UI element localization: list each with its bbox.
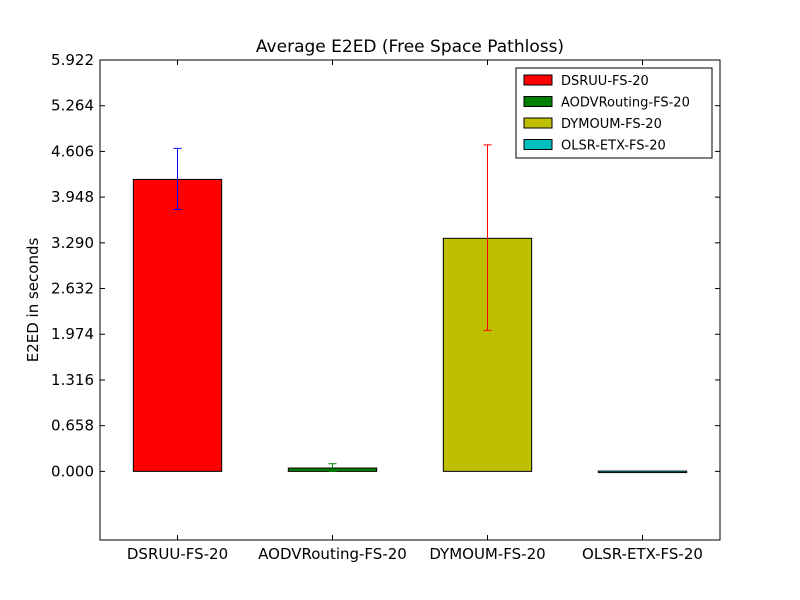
legend-swatch — [523, 139, 553, 150]
legend-swatch — [523, 74, 553, 86]
legend-entry: DYMOUM-FS-20 — [561, 117, 662, 132]
y-tick-label: 0.658 — [51, 417, 94, 435]
x-tick-label: AODVRouting-FS-20 — [258, 545, 407, 563]
legend-entry: OLSR-ETX-FS-20 — [561, 139, 666, 154]
x-tick-label: DSRUU-FS-20 — [127, 545, 228, 563]
bar-olsr-etx-fs-20 — [597, 470, 688, 474]
x-tick-label: DYMOUM-FS-20 — [429, 545, 545, 563]
y-tick-label: 0.000 — [51, 462, 94, 480]
y-axis-label: E2ED in seconds — [24, 238, 42, 363]
y-tick-label: 2.632 — [51, 280, 94, 298]
y-tick-label: 3.948 — [51, 188, 94, 206]
y-tick-label: 1.316 — [51, 371, 94, 389]
y-tick-label: 5.922 — [51, 51, 94, 69]
y-tick-label: 5.264 — [51, 97, 94, 115]
legend-entry: DSRUU-FS-20 — [561, 74, 649, 89]
plot-frame — [99, 59, 721, 541]
legend-entry: AODVRouting-FS-20 — [561, 96, 690, 111]
bar-dsruu-fs-20 — [132, 178, 223, 472]
legend-swatch — [523, 117, 553, 129]
y-tick-label: 1.974 — [51, 325, 94, 343]
legend-swatch — [523, 96, 553, 107]
y-tick-label: 3.290 — [51, 234, 94, 252]
y-tick-label: 4.606 — [51, 142, 94, 160]
x-tick-label: OLSR-ETX-FS-20 — [582, 545, 703, 563]
chart-title: Average E2ED (Free Space Pathloss) — [256, 37, 564, 57]
